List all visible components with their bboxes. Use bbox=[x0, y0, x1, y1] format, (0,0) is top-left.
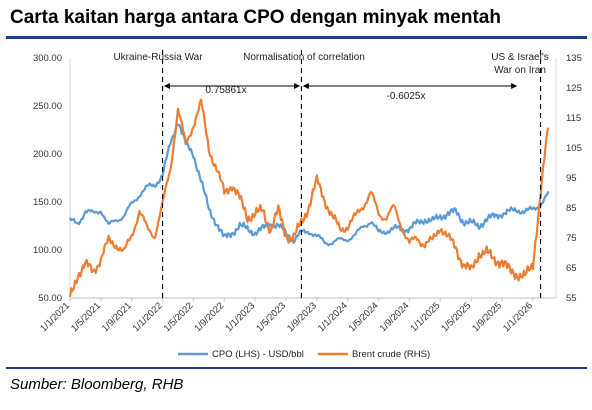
x-tick-label: 1/9/2024 bbox=[378, 300, 412, 334]
y-right-tick-label: 95 bbox=[566, 173, 577, 184]
y-right-tick-label: 125 bbox=[566, 83, 582, 94]
brent-series-line bbox=[68, 98, 550, 297]
source-rule bbox=[6, 367, 587, 369]
series-layer bbox=[68, 98, 550, 297]
y-right-tick-label: 75 bbox=[566, 233, 577, 244]
legend: CPO (LHS) - USD/bbl Brent crude (RHS) bbox=[178, 349, 430, 360]
x-tick-label: 1/9/2022 bbox=[192, 300, 226, 334]
y-left-tick-label: 150.00 bbox=[33, 197, 62, 208]
x-tick-label: 1/5/2023 bbox=[254, 300, 288, 334]
event-label-iran-2: War on Iran bbox=[494, 65, 546, 76]
x-tick-label: 1/9/2023 bbox=[285, 300, 319, 334]
title-rule bbox=[6, 36, 587, 39]
y-right-tick-label: 85 bbox=[566, 203, 577, 214]
y-left-tick-label: 50.00 bbox=[38, 293, 62, 304]
y-left-tick-label: 100.00 bbox=[33, 245, 62, 256]
annotations: Ukraine-Russia War Normalisation of corre… bbox=[113, 50, 549, 298]
chart-svg: 50.00 100.00 150.00 200.00 250.00 300.00 55 65 7… bbox=[33, 50, 582, 360]
source-text: Sumber: Bloomberg, RHB bbox=[10, 376, 184, 393]
y-left-tick-label: 300.00 bbox=[33, 53, 62, 64]
x-tick-label: 1/1/2024 bbox=[316, 300, 350, 334]
x-tick-label: 1/5/2021 bbox=[69, 300, 103, 334]
legend-label-brent: Brent crude (RHS) bbox=[352, 349, 430, 360]
x-tick-label: 1/9/2021 bbox=[100, 300, 134, 334]
x-tick-label: 1/5/2022 bbox=[162, 300, 196, 334]
event-label-ukraine: Ukraine-Russia War bbox=[113, 52, 203, 63]
x-tick-label: 1/5/2024 bbox=[347, 300, 381, 334]
y-left-tick-label: 200.00 bbox=[33, 149, 62, 160]
x-tick-label: 1/5/2025 bbox=[439, 300, 473, 334]
y-left-tick-label: 250.00 bbox=[33, 101, 62, 112]
cpo-series-line bbox=[69, 123, 550, 247]
x-tick-label: 1/9/2025 bbox=[470, 300, 504, 334]
event-label-iran-1: US & Israel's bbox=[491, 52, 548, 63]
x-tick-label: 1/1/2023 bbox=[223, 300, 257, 334]
y-right-tick-label: 105 bbox=[566, 143, 582, 154]
legend-label-cpo: CPO (LHS) - USD/bbl bbox=[212, 349, 304, 360]
chart-title: Carta kaitan harga antara CPO dengan min… bbox=[10, 7, 501, 28]
x-tick-label: 1/1/2022 bbox=[131, 300, 165, 334]
x-tick-label: 1/1/2021 bbox=[38, 300, 72, 334]
y-right-tick-label: 65 bbox=[566, 263, 577, 274]
y-right-tick-label: 115 bbox=[566, 113, 581, 124]
y-right-tick-label: 135 bbox=[566, 53, 582, 64]
correlation-label-2: -0.6025x bbox=[387, 91, 426, 102]
x-tick-label: 1/1/2025 bbox=[408, 300, 442, 334]
axes: 50.00 100.00 150.00 200.00 250.00 300.00 55 65 7… bbox=[33, 53, 582, 334]
correlation-label-1: 0.75861x bbox=[205, 85, 246, 96]
x-tick-label: 1/1/2026 bbox=[501, 300, 535, 334]
event-label-normalisation: Normalisation of correlation bbox=[243, 52, 365, 63]
y-right-tick-label: 55 bbox=[566, 293, 577, 304]
